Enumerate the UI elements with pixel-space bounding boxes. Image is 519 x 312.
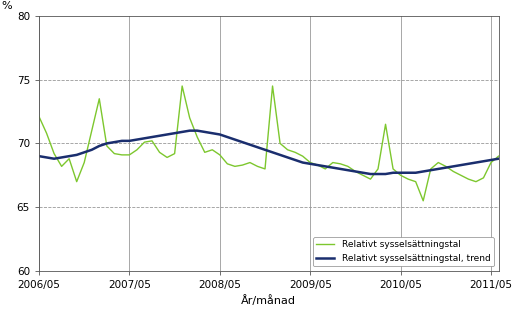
Relativt sysselsättningstal — [126, 153, 132, 157]
Relativt sysselsättningstal — [420, 199, 426, 203]
Relativt sysselsättningstal, trend — [36, 154, 42, 158]
Relativt sysselsättningstal, trend — [496, 157, 502, 161]
Relativt sysselsättningstal, trend — [186, 129, 193, 133]
Line: Relativt sysselsättningstal: Relativt sysselsättningstal — [39, 86, 499, 201]
Relativt sysselsättningstal — [269, 84, 276, 88]
Relativt sysselsättningstal — [36, 115, 42, 119]
Relativt sysselsättningstal, trend — [74, 153, 80, 157]
Relativt sysselsättningstal, trend — [269, 150, 276, 154]
Relativt sysselsättningstal, trend — [322, 164, 329, 168]
Relativt sysselsättningstal, trend — [156, 134, 162, 138]
X-axis label: År/månad: År/månad — [241, 295, 296, 306]
Relativt sysselsättningstal — [179, 84, 185, 88]
Relativt sysselsättningstal — [156, 150, 162, 154]
Relativt sysselsättningstal, trend — [450, 164, 456, 168]
Legend: Relativt sysselsättningstal, Relativt sysselsättningstal, trend: Relativt sysselsättningstal, Relativt sy… — [313, 237, 494, 266]
Line: Relativt sysselsättningstal, trend: Relativt sysselsättningstal, trend — [39, 131, 499, 174]
Relativt sysselsättningstal — [450, 170, 456, 173]
Relativt sysselsättningstal — [496, 154, 502, 158]
Relativt sysselsättningstal, trend — [126, 139, 132, 143]
Y-axis label: %: % — [2, 1, 12, 11]
Relativt sysselsättningstal, trend — [367, 172, 374, 176]
Relativt sysselsättningstal — [322, 167, 329, 171]
Relativt sysselsättningstal — [74, 180, 80, 183]
